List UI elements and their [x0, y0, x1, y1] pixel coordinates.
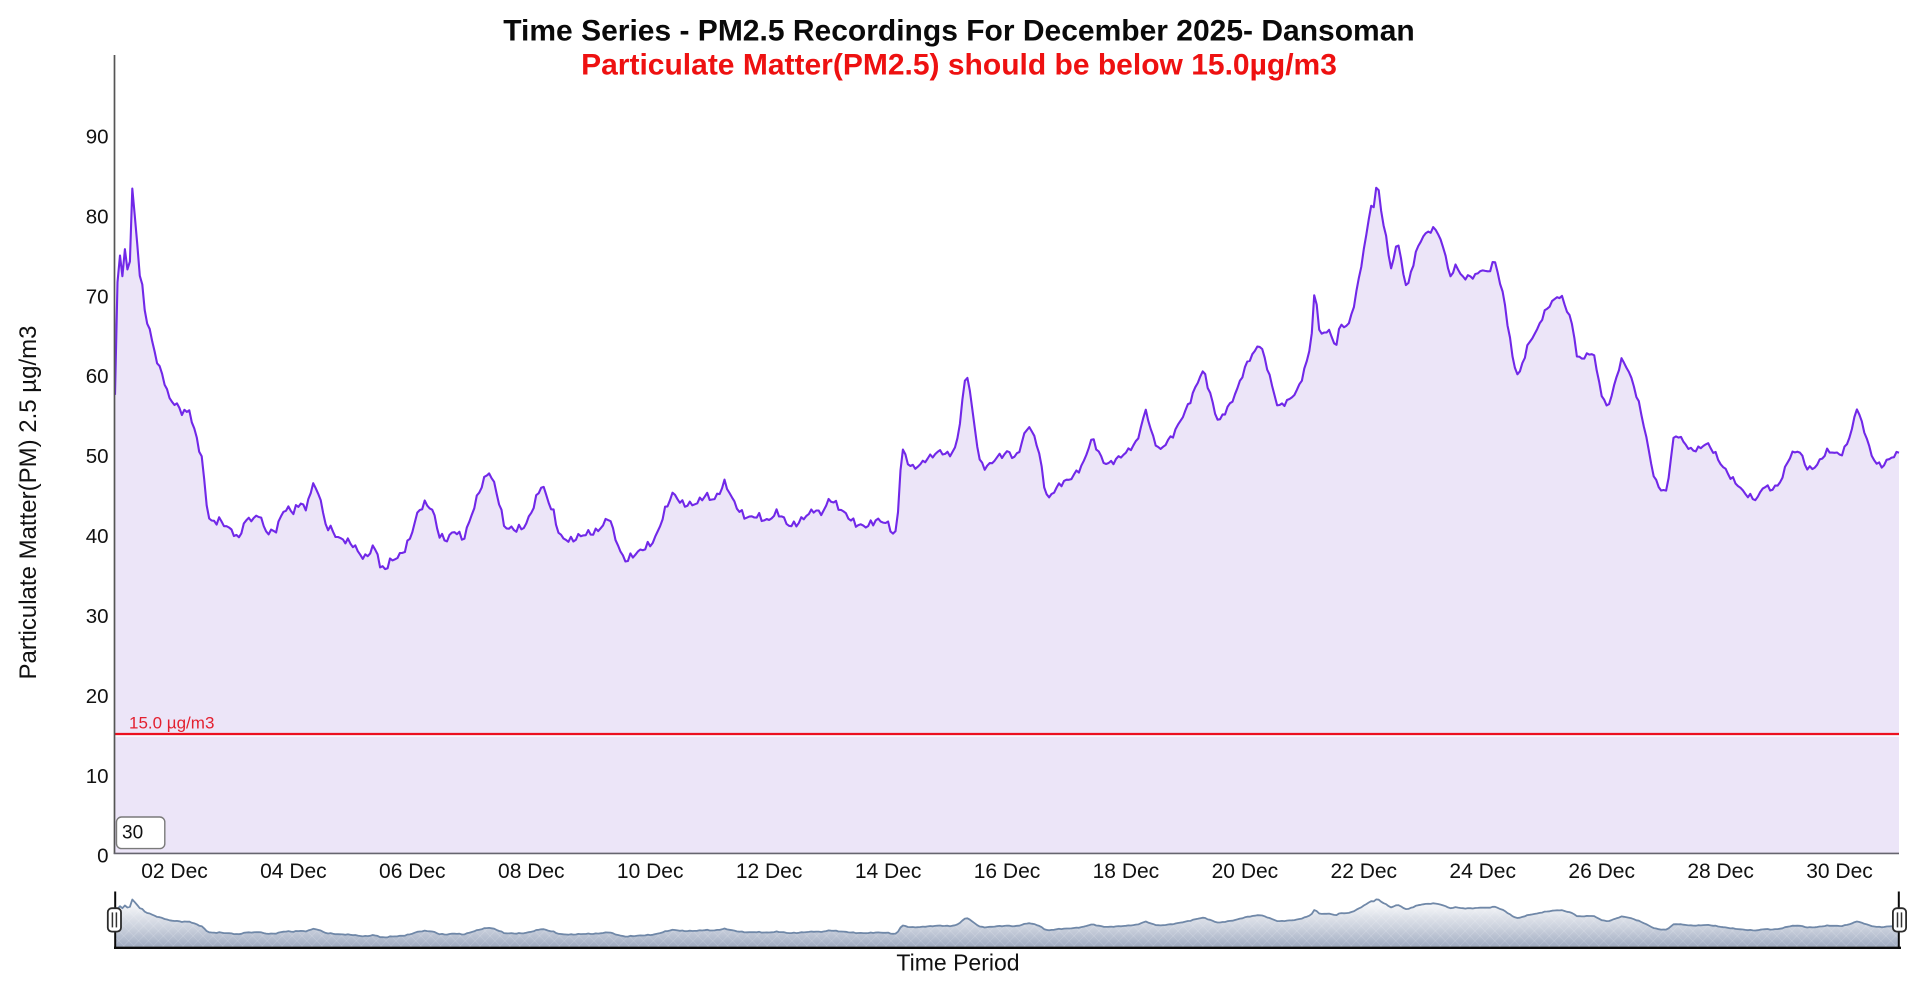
- svg-text:60: 60: [86, 365, 109, 388]
- svg-text:Time Series - PM2.5 Recordings: Time Series - PM2.5 Recordings For Decem…: [503, 15, 1414, 48]
- svg-text:50: 50: [86, 445, 109, 468]
- svg-text:26 Dec: 26 Dec: [1568, 860, 1635, 883]
- svg-text:15.0 µg/m3: 15.0 µg/m3: [129, 714, 214, 733]
- svg-text:06 Dec: 06 Dec: [379, 860, 446, 883]
- svg-text:Particulate Matter(PM) 2.5 µg/: Particulate Matter(PM) 2.5 µg/m3: [15, 326, 42, 680]
- svg-text:08 Dec: 08 Dec: [498, 860, 565, 883]
- svg-text:16 Dec: 16 Dec: [974, 860, 1041, 883]
- svg-text:24 Dec: 24 Dec: [1449, 860, 1516, 883]
- svg-text:22 Dec: 22 Dec: [1331, 860, 1398, 883]
- svg-text:28 Dec: 28 Dec: [1687, 860, 1754, 883]
- svg-text:Time Period: Time Period: [896, 950, 1019, 976]
- svg-text:10: 10: [86, 765, 109, 788]
- svg-text:30: 30: [122, 823, 143, 844]
- svg-text:04 Dec: 04 Dec: [260, 860, 327, 883]
- svg-text:14 Dec: 14 Dec: [855, 860, 922, 883]
- svg-text:18 Dec: 18 Dec: [1093, 860, 1160, 883]
- svg-text:0: 0: [97, 845, 108, 868]
- svg-text:80: 80: [86, 205, 109, 228]
- svg-text:10 Dec: 10 Dec: [617, 860, 684, 883]
- svg-text:30: 30: [86, 605, 109, 628]
- svg-text:90: 90: [86, 125, 109, 148]
- svg-text:40: 40: [86, 525, 109, 548]
- svg-text:02 Dec: 02 Dec: [141, 860, 208, 883]
- svg-text:Particulate Matter(PM2.5) shou: Particulate Matter(PM2.5) should be belo…: [581, 49, 1337, 82]
- svg-text:30 Dec: 30 Dec: [1806, 860, 1873, 883]
- svg-text:70: 70: [86, 285, 109, 308]
- svg-text:20 Dec: 20 Dec: [1212, 860, 1279, 883]
- svg-text:12 Dec: 12 Dec: [736, 860, 803, 883]
- svg-text:20: 20: [86, 685, 109, 708]
